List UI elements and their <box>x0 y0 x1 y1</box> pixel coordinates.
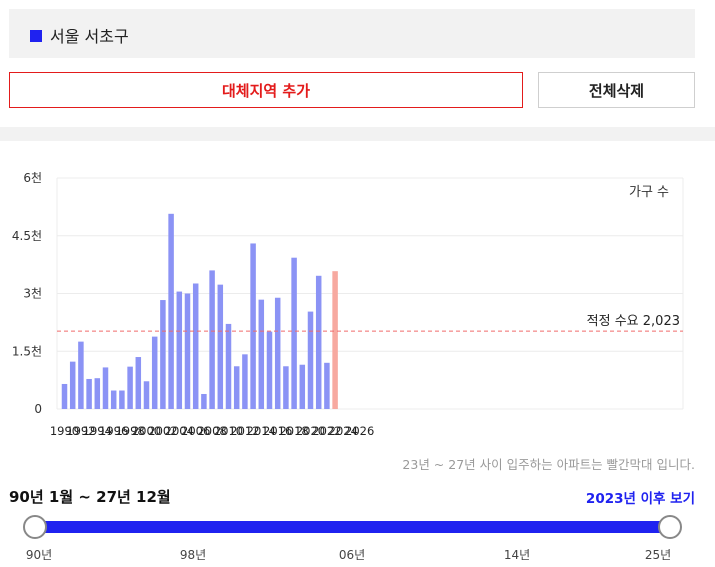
bar-2002 <box>160 300 166 409</box>
x-tick-label: 2016 <box>263 424 292 438</box>
y-tick-label: 0 <box>34 402 42 416</box>
y-tick-label: 6천 <box>23 170 42 185</box>
slider-tick-label: 90년 <box>25 548 53 562</box>
x-tick-label: 2018 <box>279 424 308 438</box>
bar-2010 <box>225 323 232 409</box>
bar-2015 <box>266 331 273 409</box>
slider-start-handle[interactable] <box>23 515 47 539</box>
section-divider <box>0 127 715 141</box>
bar-2018 <box>291 257 297 409</box>
slider-tick-label: 06년 <box>338 548 366 562</box>
x-tick-label: 2000 <box>132 424 161 438</box>
bar-2016 <box>274 297 281 409</box>
y-tick-label: 4.5천 <box>12 228 42 243</box>
bar-1991 <box>69 361 76 409</box>
bar-2014 <box>258 299 265 409</box>
bar-2013 <box>250 243 256 409</box>
slider-tick-label: 14년 <box>503 548 531 562</box>
period-slider-track[interactable] <box>35 521 670 533</box>
bar-2007 <box>201 393 207 409</box>
bar-2011 <box>233 366 240 409</box>
bar-2022 <box>324 362 330 409</box>
chart-note: 23년 ~ 27년 사이 입주하는 아파트는 빨간막대 입니다. <box>402 457 695 472</box>
x-tick-label: 2020 <box>296 424 325 438</box>
slider-tick-label: 98년 <box>179 548 207 562</box>
x-tick-label: 1996 <box>99 424 128 438</box>
bar-1993 <box>86 378 92 409</box>
bar-2003 <box>168 213 174 409</box>
region-name: 서울 서초구 <box>50 27 129 46</box>
bar-1994 <box>94 378 101 409</box>
bar-2017 <box>283 366 289 409</box>
bar-2023 <box>332 271 338 409</box>
bar-1999 <box>135 357 142 409</box>
x-tick-label: 1998 <box>115 424 144 438</box>
bar-2020 <box>307 311 314 409</box>
bar-2012 <box>242 354 248 409</box>
bar-1997 <box>119 390 125 409</box>
bar-2004 <box>176 291 183 409</box>
region-color-swatch <box>30 30 42 42</box>
bar-1998 <box>127 366 133 409</box>
x-tick-label: 2004 <box>165 424 194 438</box>
x-tick-label: 2006 <box>181 424 210 438</box>
x-tick-label: 2008 <box>197 424 226 438</box>
x-tick-label: 2026 <box>345 424 374 438</box>
region-header: 서울 서초구 <box>9 9 695 58</box>
y-tick-label: 1.5천 <box>12 343 42 358</box>
delete-all-button[interactable]: 전체삭제 <box>538 72 695 108</box>
x-tick-label: 2012 <box>230 424 259 438</box>
x-tick-label: 2010 <box>214 424 243 438</box>
y-tick-label: 3천 <box>23 286 42 301</box>
bar-2001 <box>151 336 158 409</box>
slider-tick-label: 25년 <box>644 548 672 562</box>
bar-2006 <box>192 283 199 409</box>
bar-2005 <box>184 293 191 409</box>
bar-1996 <box>110 390 117 409</box>
y-unit-label: 가구 수 <box>629 185 669 200</box>
x-tick-label: 1992 <box>66 424 95 438</box>
x-tick-label: 2014 <box>247 424 276 438</box>
add-alternative-region-button[interactable]: 대체지역 추가 <box>9 72 523 108</box>
bar-1990 <box>61 383 68 409</box>
reference-line-label: 적정 수요 2,023 <box>587 314 680 329</box>
bar-2021 <box>315 275 322 409</box>
x-tick-label: 2022 <box>312 424 341 438</box>
x-tick-label: 1994 <box>83 424 112 438</box>
x-tick-label: 2002 <box>148 424 177 438</box>
bar-2008 <box>209 270 215 409</box>
x-tick-label: 1990 <box>50 424 79 438</box>
bar-2019 <box>299 364 306 409</box>
bar-2000 <box>143 381 150 409</box>
period-range-label: 90년 1월 ~ 27년 12월 <box>9 488 171 506</box>
x-tick-label: 2024 <box>329 424 358 438</box>
view-after-2023-link[interactable]: 2023년 이후 보기 <box>585 491 695 507</box>
bar-2009 <box>217 284 224 409</box>
bar-1992 <box>78 341 84 409</box>
slider-end-handle[interactable] <box>658 515 682 539</box>
bar-1995 <box>102 367 109 409</box>
